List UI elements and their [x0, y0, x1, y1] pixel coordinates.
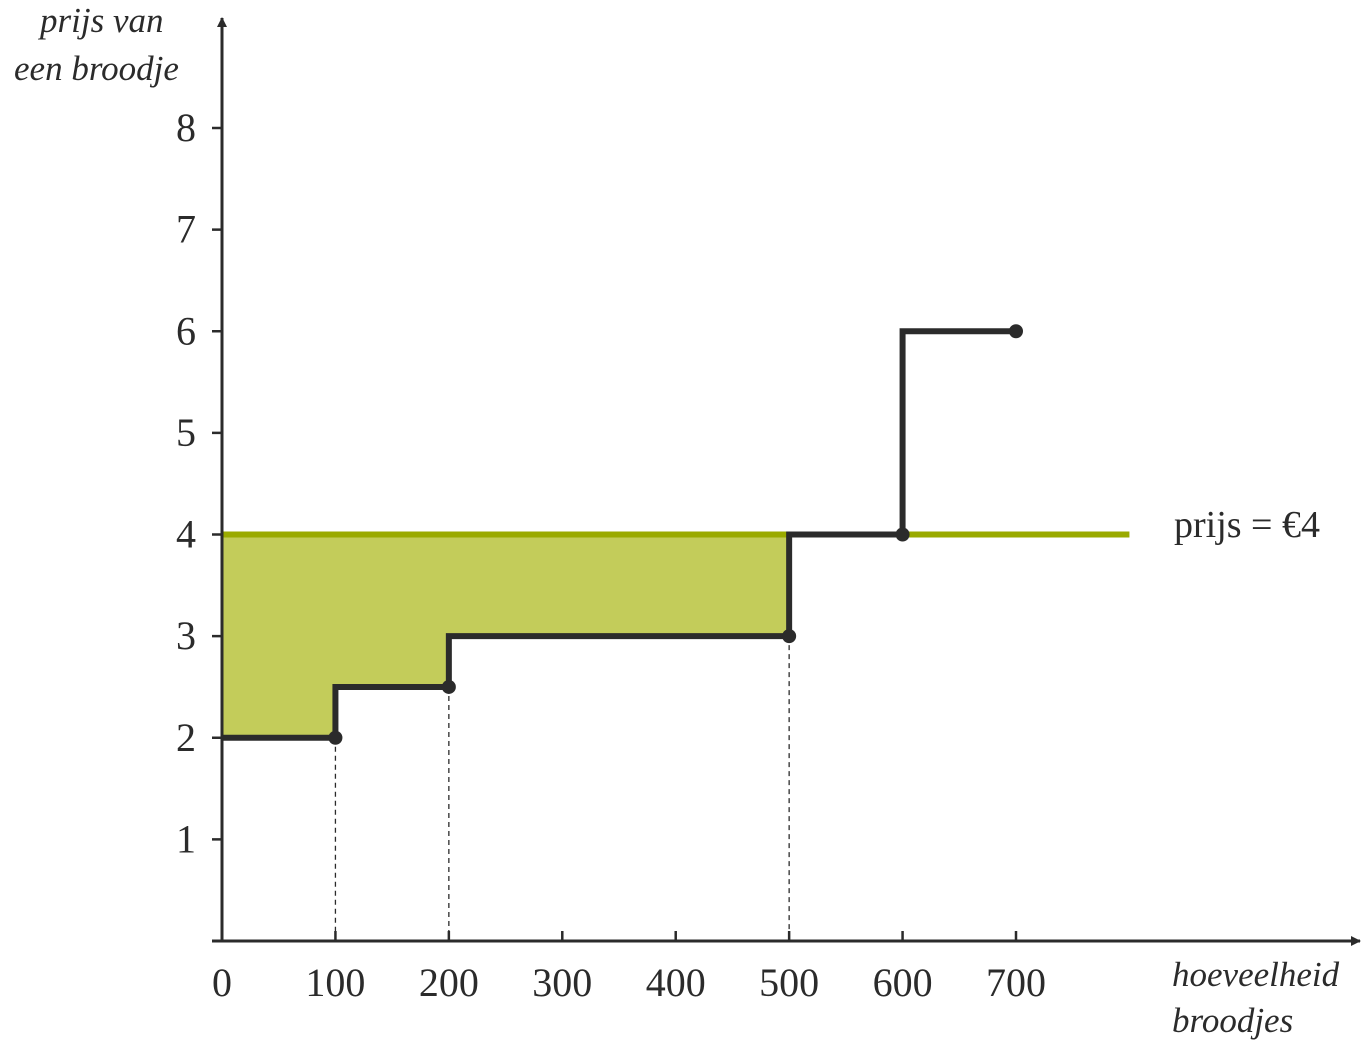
y-tick-label-6: 6: [176, 308, 196, 353]
step-point-100: [328, 730, 343, 745]
x-tick-label-0: 0: [212, 960, 232, 1005]
step-point-700: [1009, 324, 1023, 339]
y-tick-label-2: 2: [176, 715, 196, 760]
y-tick-label-5: 5: [176, 410, 196, 455]
y-axis-title-line-1: prijs van: [37, 1, 163, 40]
y-tick-label-8: 8: [176, 105, 196, 150]
price-line-label: prijs = €4: [1174, 504, 1320, 546]
step-curve: [222, 328, 1016, 741]
dashed-guide-layer: [334, 636, 790, 941]
x-tick-label-200: 200: [419, 960, 479, 1005]
x-tick-label-400: 400: [646, 960, 706, 1005]
x-tick-label-700: 700: [986, 960, 1046, 1005]
y-axis-title-line-2: een broodje: [14, 49, 179, 88]
x-tick-label-500: 500: [759, 960, 819, 1005]
x-axis-title-line-1: hoeveelheid: [1172, 955, 1340, 994]
step-point-200: [441, 679, 456, 694]
step-point-500: [782, 629, 797, 644]
y-tick-label-4: 4: [176, 512, 196, 557]
y-tick-label-1: 1: [176, 816, 196, 861]
y-tick-label-3: 3: [176, 613, 196, 658]
axes: [212, 17, 1361, 946]
step-curve-layer: [222, 324, 1023, 745]
x-tick-label-600: 600: [873, 960, 933, 1005]
x-tick-label-100: 100: [305, 960, 365, 1005]
y-tick-label-7: 7: [176, 207, 196, 252]
step-point-600: [895, 527, 910, 542]
x-tick-label-300: 300: [532, 960, 592, 1005]
tick-labels: 0 100 200 300 400 500 600 700 1 2 3 4 5 6 7 8: [176, 105, 1046, 1005]
x-axis-title-line-2: broodjes: [1172, 1001, 1293, 1040]
